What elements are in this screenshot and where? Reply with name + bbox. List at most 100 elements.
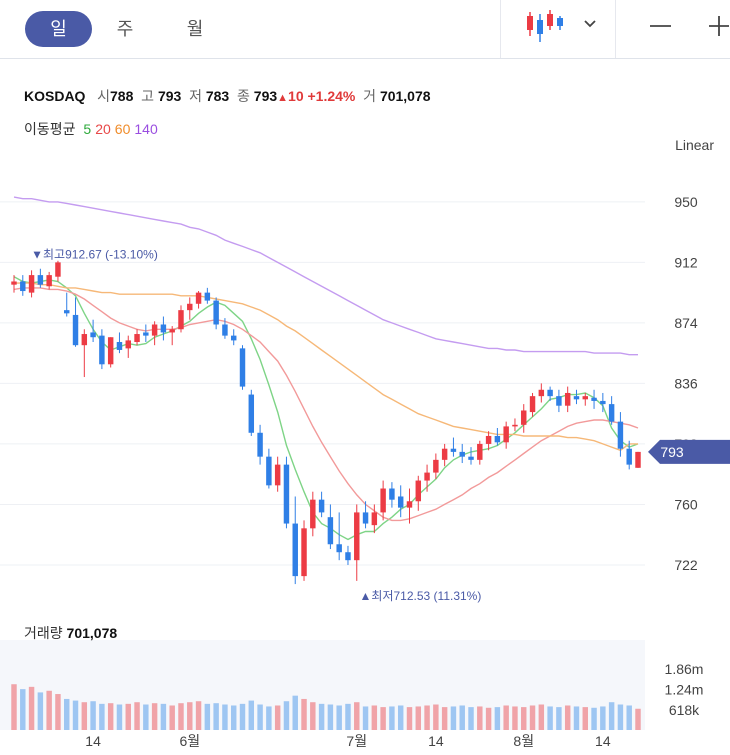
- volume-panel-value: 701,078: [66, 625, 118, 641]
- volume-bar: [336, 705, 342, 730]
- plus-icon: [709, 16, 729, 36]
- candle-body: [600, 400, 606, 405]
- volume-bar: [635, 708, 641, 730]
- candle-body: [415, 480, 422, 502]
- volume-bar: [538, 704, 545, 730]
- price-info-row: KOSDAQ 시788 고 793 저 783 종 793▲10 +1.24% …: [24, 86, 431, 106]
- candle-body: [160, 324, 167, 333]
- candle-body: [380, 488, 386, 513]
- volume-bar: [362, 706, 369, 730]
- chart-type-button[interactable]: [500, 0, 615, 58]
- ma-period-5: 5: [83, 121, 92, 137]
- candle-body: [345, 552, 351, 561]
- zoom-in-button[interactable]: [700, 0, 730, 58]
- volume-bar: [28, 686, 35, 730]
- candle-body: [248, 394, 255, 433]
- volume-bar: [573, 706, 580, 730]
- volume-bar: [617, 704, 624, 730]
- y-tick-label: 950: [674, 194, 698, 210]
- candle-body: [178, 310, 184, 330]
- y-tick-label: 722: [674, 557, 698, 573]
- zoom-out-button[interactable]: [640, 0, 680, 58]
- volume-bar: [529, 705, 536, 730]
- volume-bar: [187, 702, 193, 730]
- volume-bar: [72, 700, 79, 730]
- candle-body: [72, 314, 79, 346]
- candle-body: [468, 456, 474, 460]
- candle-body: [46, 275, 52, 287]
- change-up-icon: ▲: [277, 92, 289, 104]
- candle-body: [433, 459, 439, 473]
- volume-bar: [239, 703, 246, 730]
- volume-bar: [389, 706, 395, 730]
- x-tick-label: 8월: [513, 733, 534, 749]
- x-tick-label: 7월: [346, 733, 367, 749]
- candle-body: [195, 292, 202, 304]
- volume-bar: [292, 695, 298, 730]
- volume-bar: [441, 707, 448, 730]
- tab-week[interactable]: 주: [116, 19, 134, 39]
- volume-bar: [608, 702, 615, 730]
- volume-bar: [600, 706, 606, 730]
- volume-bar: [90, 701, 96, 730]
- volume-bar: [582, 707, 588, 730]
- candle-body: [512, 424, 518, 427]
- volume-bar: [283, 701, 290, 730]
- scale-mode-button[interactable]: Linear: [675, 137, 714, 153]
- candle-body: [116, 342, 123, 350]
- ma-label: 이동평균: [24, 121, 76, 137]
- candle-body: [362, 512, 369, 524]
- volume-bar: [266, 706, 272, 730]
- candle-body: [169, 329, 175, 333]
- volume-bar: [512, 706, 518, 730]
- tab-month[interactable]: 월: [186, 19, 204, 39]
- candle-body: [485, 435, 492, 444]
- volume-bar: [521, 707, 527, 730]
- volume-bar: [37, 692, 44, 730]
- high-value: 793: [157, 88, 182, 104]
- change-value: 10: [288, 88, 304, 104]
- volume-bar: [547, 706, 553, 730]
- candle-body: [529, 396, 536, 413]
- candle-body: [151, 324, 158, 336]
- volume-bar: [310, 702, 316, 730]
- chevron-down-icon: [584, 20, 596, 28]
- candle-body: [494, 435, 501, 443]
- volume-bar: [178, 703, 184, 730]
- volume-tick-label: 1.86m: [665, 661, 704, 677]
- volume-bar: [345, 703, 351, 730]
- last-price-label: 793: [660, 444, 684, 460]
- candle-body: [283, 464, 290, 524]
- volume-bar: [55, 694, 61, 730]
- candle-body: [564, 392, 571, 406]
- volume-bar: [406, 707, 413, 730]
- volume-bar: [248, 700, 255, 730]
- volume-bar: [116, 704, 123, 730]
- volume-bar: [160, 703, 167, 730]
- candle-body: [20, 281, 26, 292]
- candle-body: [274, 464, 281, 486]
- ma-period-20: 20: [95, 121, 111, 137]
- candle-body: [292, 523, 298, 577]
- change-percent: +1.24%: [307, 88, 356, 104]
- volume-bar: [415, 706, 422, 730]
- volume-bar: [591, 707, 597, 730]
- x-tick-label: 14: [85, 733, 101, 749]
- candle-body: [301, 528, 307, 577]
- low-annotation: ▲최저712.53 (11.31%): [360, 589, 482, 603]
- volume-bar: [354, 702, 360, 730]
- volume-bar: [477, 706, 483, 730]
- candle-body: [573, 396, 580, 400]
- tab-day[interactable]: 일: [25, 11, 92, 47]
- volume-tick-label: 1.24m: [665, 681, 704, 697]
- symbol-name: KOSDAQ: [24, 88, 86, 104]
- candle-body: [477, 443, 483, 460]
- candle-body: [99, 335, 105, 365]
- volume-bar: [626, 705, 632, 730]
- candle-body: [327, 517, 334, 545]
- candle-body: [239, 348, 246, 387]
- open-value: 788: [110, 88, 134, 104]
- toolbar-divider: [615, 0, 616, 58]
- candle-body: [64, 310, 70, 314]
- volume-bar: [424, 705, 430, 730]
